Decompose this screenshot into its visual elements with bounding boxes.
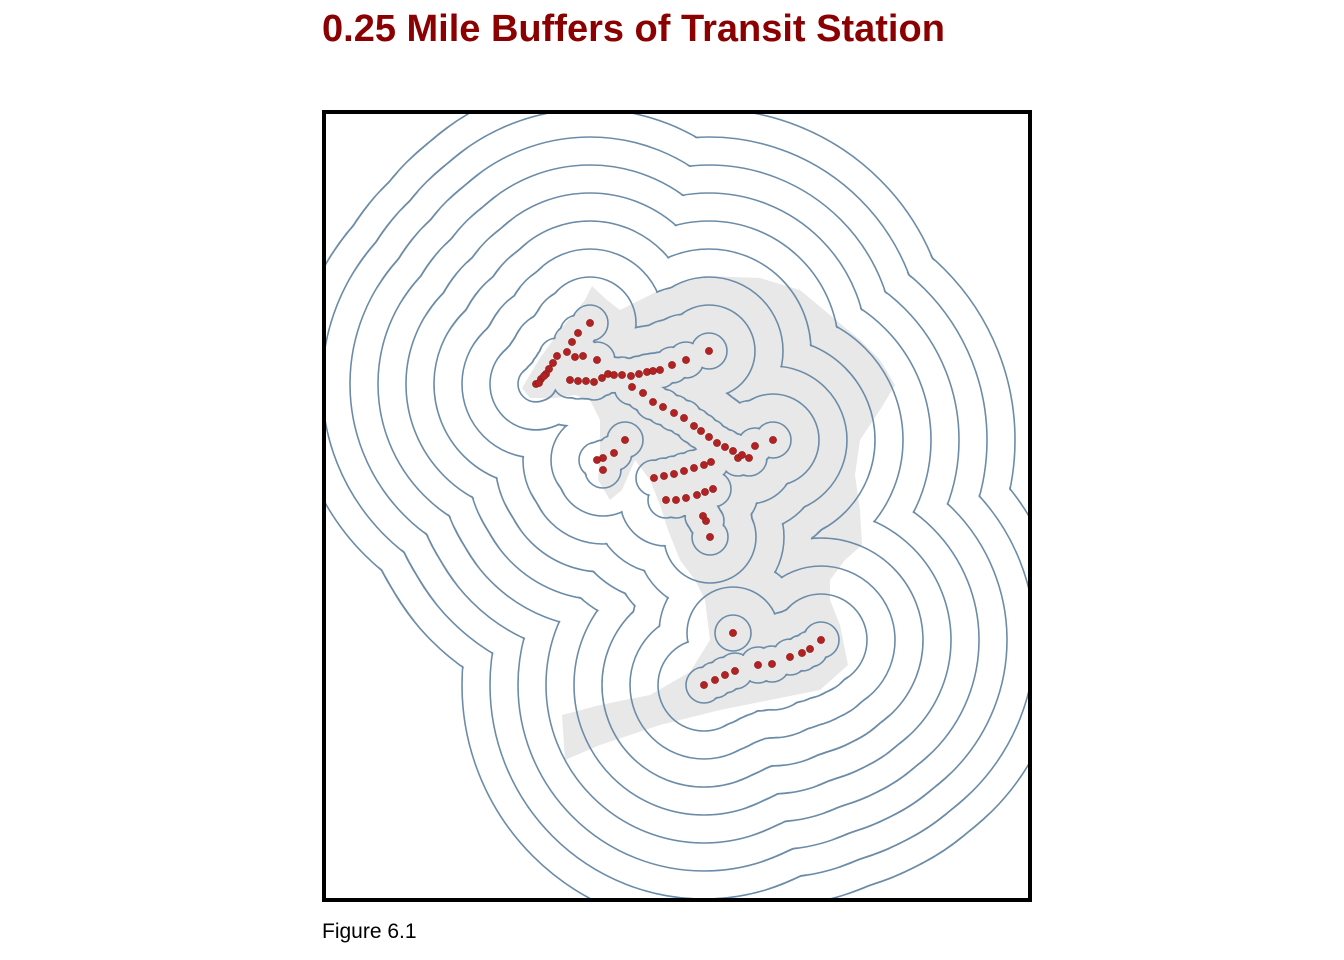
- map-title: 0.25 Mile Buffers of Transit Station: [322, 8, 945, 50]
- transit-station-point: [540, 372, 548, 380]
- transit-station-point: [711, 676, 719, 684]
- transit-station-point: [670, 409, 678, 417]
- transit-station-point: [738, 451, 746, 459]
- transit-station-point: [628, 383, 636, 391]
- transit-station-point: [729, 447, 737, 455]
- buffer-ring-9: [326, 114, 1028, 898]
- transit-station-point: [682, 494, 690, 502]
- transit-station-point: [590, 378, 598, 386]
- transit-station-point: [713, 439, 721, 447]
- transit-station-point: [650, 474, 658, 482]
- transit-station-point: [566, 376, 574, 384]
- transit-station-point: [668, 361, 676, 369]
- transit-station-point: [618, 371, 626, 379]
- transit-station-point: [690, 422, 698, 430]
- map-panel: [322, 110, 1032, 902]
- transit-station-point: [769, 436, 777, 444]
- transit-station-point: [627, 372, 635, 380]
- transit-station-point: [610, 371, 618, 379]
- transit-station-point: [700, 461, 708, 469]
- figure-caption: Figure 6.1: [322, 920, 417, 943]
- transit-station-point: [693, 491, 701, 499]
- transit-station-point: [754, 661, 762, 669]
- transit-station-point: [690, 464, 698, 472]
- transit-station-point: [709, 485, 717, 493]
- transit-station-point: [621, 436, 629, 444]
- transit-station-point: [598, 374, 606, 382]
- transit-station-point: [680, 467, 688, 475]
- transit-station-point: [599, 466, 607, 474]
- transit-station-point: [582, 377, 590, 385]
- transit-station-point: [535, 379, 543, 387]
- transit-station-point: [806, 645, 814, 653]
- transit-station-point: [579, 352, 587, 360]
- transit-station-point: [568, 338, 576, 346]
- transit-station-point: [751, 442, 759, 450]
- transit-station-point: [639, 389, 647, 397]
- transit-station-point: [798, 649, 806, 657]
- transit-station-point: [721, 443, 729, 451]
- transit-station-point: [705, 347, 713, 355]
- transit-station-point: [549, 359, 557, 367]
- station-buffers: [326, 114, 1028, 898]
- map-canvas: [326, 114, 1028, 898]
- transit-station-point: [721, 671, 729, 679]
- transit-station-point: [659, 403, 667, 411]
- transit-station-point: [707, 458, 715, 466]
- transit-station-point: [635, 370, 643, 378]
- transit-station-point: [574, 329, 582, 337]
- transit-station-point: [656, 366, 664, 374]
- transit-station-point: [745, 454, 753, 462]
- transit-station-point: [817, 636, 825, 644]
- transit-station-point: [702, 517, 710, 525]
- transit-station-point: [553, 352, 561, 360]
- transit-station-point: [706, 533, 714, 541]
- transit-stations: [532, 319, 825, 689]
- transit-station-point: [672, 496, 680, 504]
- transit-station-point: [586, 319, 594, 327]
- transit-station-point: [729, 629, 737, 637]
- transit-station-point: [649, 367, 657, 375]
- transit-station-point: [786, 653, 794, 661]
- transit-station-point: [574, 377, 582, 385]
- transit-station-point: [593, 456, 601, 464]
- transit-station-point: [731, 667, 739, 675]
- transit-station-point: [701, 488, 709, 496]
- transit-station-point: [563, 348, 571, 356]
- transit-station-point: [662, 496, 670, 504]
- transit-station-point: [660, 472, 668, 480]
- transit-station-point: [610, 449, 618, 457]
- transit-station-point: [768, 660, 776, 668]
- transit-station-point: [571, 353, 579, 361]
- transit-station-point: [649, 398, 657, 406]
- transit-station-point: [682, 356, 690, 364]
- transit-station-point: [705, 433, 713, 441]
- transit-station-point: [670, 470, 678, 478]
- transit-station-point: [700, 681, 708, 689]
- transit-station-point: [680, 414, 688, 422]
- transit-station-point: [697, 427, 705, 435]
- transit-station-point: [593, 356, 601, 364]
